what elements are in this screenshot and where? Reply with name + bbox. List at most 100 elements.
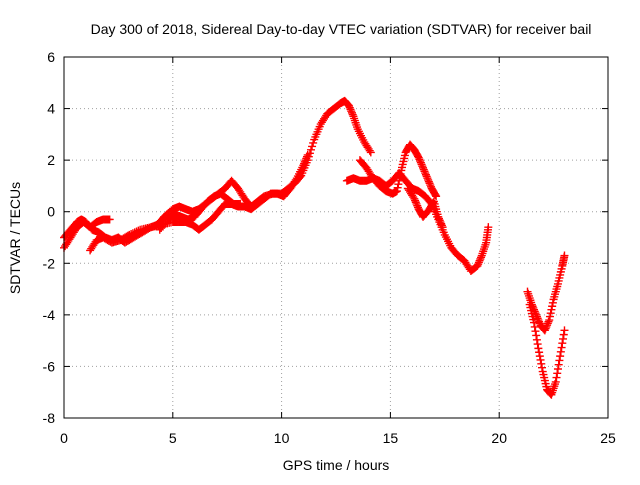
data-point bbox=[395, 173, 404, 182]
data-point bbox=[409, 193, 418, 202]
data-point bbox=[556, 352, 565, 361]
data-point bbox=[553, 365, 562, 374]
data-point bbox=[556, 347, 565, 356]
data-point bbox=[541, 324, 550, 333]
y-tick-label: -4 bbox=[43, 307, 56, 323]
data-point bbox=[416, 158, 425, 167]
data-point bbox=[535, 317, 544, 326]
data-point bbox=[130, 228, 139, 237]
data-point bbox=[545, 316, 554, 325]
data-point bbox=[552, 373, 561, 382]
data-point bbox=[309, 138, 318, 147]
x-tick-label: 0 bbox=[60, 430, 68, 446]
data-point bbox=[421, 170, 430, 179]
data-point bbox=[424, 175, 433, 184]
data-point bbox=[540, 326, 549, 335]
data-point bbox=[134, 226, 143, 235]
data-point bbox=[416, 157, 425, 166]
data-point bbox=[438, 223, 447, 232]
data-point bbox=[426, 181, 435, 190]
data-point bbox=[533, 340, 542, 349]
data-point bbox=[127, 230, 136, 239]
data-point bbox=[347, 108, 356, 117]
data-point bbox=[532, 331, 541, 340]
data-point bbox=[414, 153, 423, 162]
data-point bbox=[559, 330, 568, 339]
data-point bbox=[132, 227, 141, 236]
series-3 bbox=[86, 150, 312, 255]
data-point bbox=[128, 229, 137, 238]
data-point bbox=[542, 322, 551, 331]
data-point bbox=[346, 105, 355, 114]
data-point bbox=[424, 177, 433, 186]
data-point bbox=[554, 360, 563, 369]
data-point bbox=[425, 179, 434, 188]
data-point bbox=[437, 219, 446, 228]
data-point bbox=[394, 180, 403, 189]
chart-title: Day 300 of 2018, Sidereal Day-to-day VTE… bbox=[91, 21, 592, 37]
x-axis-ticks: 0 5 10 15 20 25 bbox=[60, 57, 616, 446]
data-point bbox=[434, 214, 443, 223]
data-point bbox=[410, 194, 419, 203]
data-point bbox=[365, 146, 374, 155]
data-point bbox=[477, 253, 486, 262]
data-point bbox=[557, 343, 566, 352]
data-point bbox=[411, 196, 420, 205]
series-6 bbox=[355, 140, 441, 201]
x-tick-label: 15 bbox=[383, 430, 399, 446]
data-point bbox=[560, 326, 569, 335]
data-point bbox=[303, 150, 312, 159]
data-point bbox=[548, 302, 557, 311]
data-point bbox=[236, 199, 245, 208]
y-axis-ticks: -8 -6 -4 -2 0 2 4 6 bbox=[43, 49, 608, 426]
data-point bbox=[413, 201, 422, 210]
data-point bbox=[348, 110, 357, 119]
data-point bbox=[299, 161, 308, 170]
x-tick-label: 10 bbox=[274, 430, 290, 446]
y-tick-label: -2 bbox=[43, 255, 56, 271]
data-point bbox=[308, 142, 317, 151]
data-point bbox=[558, 339, 567, 348]
data-point bbox=[559, 334, 568, 343]
data-point bbox=[422, 172, 431, 181]
data-point bbox=[547, 305, 556, 314]
data-points bbox=[60, 96, 569, 399]
data-point bbox=[434, 212, 443, 221]
data-point bbox=[396, 169, 405, 178]
x-tick-label: 5 bbox=[169, 430, 177, 446]
y-tick-label: 2 bbox=[47, 152, 55, 168]
series-4 bbox=[155, 189, 245, 234]
data-point bbox=[474, 260, 483, 269]
y-tick-label: -8 bbox=[43, 410, 56, 426]
series-2 bbox=[60, 96, 375, 247]
data-point bbox=[530, 318, 539, 327]
data-point bbox=[300, 159, 309, 168]
data-point bbox=[532, 310, 541, 319]
data-point bbox=[545, 312, 554, 321]
data-point bbox=[551, 377, 560, 386]
data-point bbox=[302, 154, 311, 163]
data-point bbox=[419, 163, 428, 172]
data-point bbox=[476, 254, 485, 263]
plot-frame bbox=[63, 56, 609, 419]
data-point bbox=[432, 192, 441, 201]
data-point bbox=[530, 322, 539, 331]
data-point bbox=[546, 309, 555, 318]
y-tick-label: 0 bbox=[47, 204, 55, 220]
y-tick-label: 6 bbox=[47, 49, 55, 65]
data-point bbox=[560, 251, 569, 260]
data-point bbox=[484, 223, 493, 232]
data-point bbox=[537, 363, 546, 372]
data-point bbox=[345, 101, 354, 110]
data-point bbox=[536, 355, 545, 364]
x-tick-label: 25 bbox=[600, 430, 616, 446]
series-7 bbox=[403, 184, 447, 232]
data-point bbox=[544, 317, 553, 326]
data-point bbox=[302, 152, 311, 161]
data-point bbox=[411, 198, 420, 207]
data-point bbox=[345, 103, 354, 112]
x-tick-label: 20 bbox=[491, 430, 507, 446]
y-tick-label: 4 bbox=[47, 101, 55, 117]
